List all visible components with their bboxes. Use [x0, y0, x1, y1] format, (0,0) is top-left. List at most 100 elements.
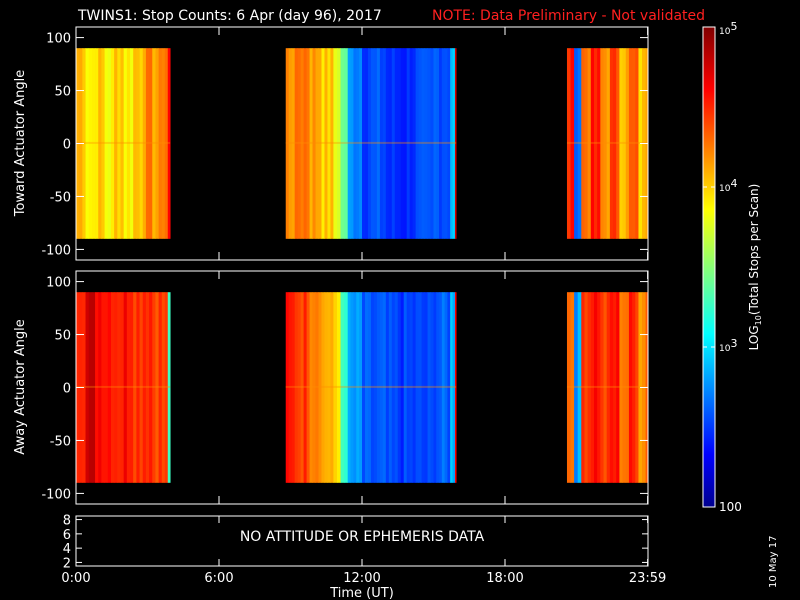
heat-cell: [104, 292, 109, 483]
heat-cell: [164, 48, 169, 239]
heat-cell: [570, 48, 575, 239]
heat-cell: [574, 48, 579, 239]
center-stripe: [76, 141, 171, 144]
heat-cell: [300, 292, 305, 483]
heat-cell: [452, 48, 456, 239]
heat-cell: [566, 48, 571, 239]
x-tick-label: 0:00: [61, 571, 90, 586]
heat-cell: [603, 48, 608, 239]
heat-cell: [590, 48, 595, 239]
heat-cell: [373, 292, 378, 483]
heat-cell: [382, 292, 387, 483]
heat-cell: [110, 292, 115, 483]
heat-cell: [400, 292, 405, 483]
heat-cell: [158, 292, 163, 483]
heat-cell: [285, 48, 290, 239]
heat-cell: [85, 292, 90, 483]
heat-cell: [330, 292, 334, 483]
colorbar-gradient: [703, 27, 715, 507]
heat-cell: [364, 292, 369, 483]
colorbar-tick-label: 100: [719, 500, 742, 514]
heat-cell: [288, 48, 293, 239]
heat-cell: [367, 292, 372, 483]
heat-cell: [303, 292, 307, 483]
heat-cell: [330, 48, 334, 239]
center-stripe: [76, 385, 171, 388]
heat-cell: [98, 292, 102, 483]
toward-y-label: Toward Actuator Angle: [13, 70, 28, 217]
heat-cell: [632, 292, 636, 483]
heat-cell: [421, 292, 425, 483]
heat-cell: [373, 48, 378, 239]
center-stripe: [285, 385, 457, 388]
heat-cell: [379, 48, 384, 239]
heat-cell: [441, 48, 446, 239]
heat-cell: [149, 48, 153, 239]
heat-cell: [309, 292, 313, 483]
colorbar-ticks: 105 104 103 100: [703, 20, 742, 514]
attitude-x-ticks: 0:00 6:00 12:00 18:00 23:59: [61, 516, 666, 586]
heat-cell: [606, 48, 611, 239]
heat-cell: [88, 292, 93, 483]
heat-cell: [327, 292, 331, 483]
heat-cell: [367, 48, 372, 239]
heat-cell: [415, 48, 420, 239]
heat-cell: [321, 48, 325, 239]
heat-cell: [336, 292, 341, 483]
heat-cell: [142, 48, 147, 239]
heat-cell: [291, 292, 296, 483]
heat-cell: [82, 48, 86, 239]
heat-cell: [574, 292, 579, 483]
heat-cell: [145, 292, 150, 483]
heat-cell: [297, 292, 302, 483]
heat-cell: [424, 292, 428, 483]
heat-cell: [597, 48, 601, 239]
heat-cell: [379, 292, 384, 483]
heat-cell: [318, 292, 322, 483]
heat-cell: [158, 48, 163, 239]
heat-cell: [450, 48, 453, 239]
heat-cell: [91, 292, 96, 483]
heat-cell: [421, 48, 425, 239]
heat-cell: [609, 292, 614, 483]
heat-cell: [82, 292, 86, 483]
heat-cell: [91, 48, 96, 239]
toward-x-ticks: [75, 27, 649, 260]
heat-cell: [581, 48, 585, 239]
y-tick-label: 50: [54, 85, 71, 100]
heat-cell: [98, 48, 102, 239]
heat-cell: [167, 292, 171, 483]
heat-cell: [95, 292, 99, 483]
heat-cell: [625, 48, 630, 239]
heat-cell: [362, 48, 366, 239]
heat-cell: [391, 292, 396, 483]
heat-cell: [406, 48, 411, 239]
heat-cell: [120, 292, 125, 483]
heat-cell: [288, 292, 293, 483]
heat-cell: [285, 292, 290, 483]
heat-cell: [397, 48, 402, 239]
x-axis-label: Time (UT): [329, 586, 394, 600]
heat-cell: [376, 48, 381, 239]
center-stripe: [285, 141, 457, 144]
heat-cell: [164, 292, 169, 483]
heat-cell: [587, 292, 592, 483]
heat-cell: [606, 292, 611, 483]
heat-cell: [447, 292, 451, 483]
heat-cell: [315, 292, 319, 483]
heat-cell: [133, 48, 137, 239]
y-tick-label: 100: [46, 276, 71, 291]
heat-cell: [139, 292, 144, 483]
heat-cell: [409, 292, 414, 483]
heat-cell: [403, 48, 408, 239]
heat-cell: [291, 48, 296, 239]
y-tick-label: 0: [63, 382, 71, 397]
heat-cell: [340, 48, 345, 239]
heat-cell: [133, 292, 137, 483]
heat-cell: [297, 48, 302, 239]
heat-cell: [628, 292, 633, 483]
heat-cell: [117, 48, 121, 239]
heat-cell: [613, 292, 617, 483]
heat-cell: [104, 48, 109, 239]
